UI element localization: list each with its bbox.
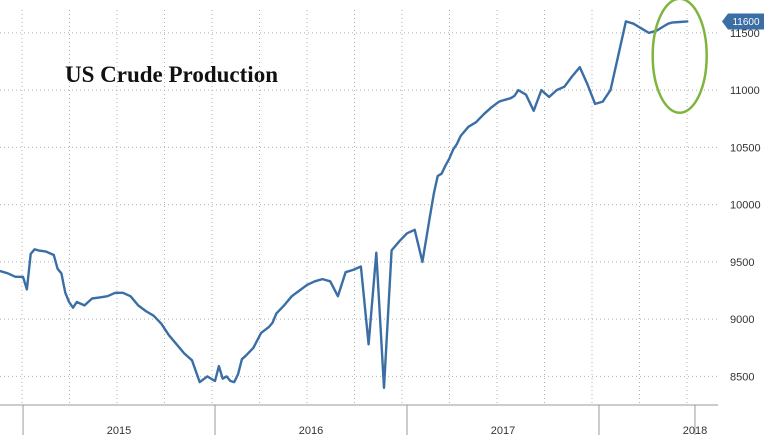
labels: 8500 9000 9500 10000 10500 11000 11500 2015 2016…: [107, 13, 764, 437]
y-tick-label: 10000: [730, 200, 761, 212]
x-tick-label: 2018: [683, 425, 707, 437]
y-tick-label: 9000: [730, 314, 754, 326]
last-value-badge: 11600: [722, 13, 764, 30]
y-tick-label: 10500: [730, 142, 761, 154]
y-tick-label: 8500: [730, 371, 754, 383]
chart-title: US Crude Production: [65, 62, 278, 87]
highlight-ellipse: [651, 0, 708, 115]
last-value-badge-shape: [722, 13, 764, 30]
series-line: [0, 20, 689, 389]
axes: [0, 404, 718, 435]
x-tick-label: 2015: [107, 425, 131, 437]
y-tick-label: 11000: [730, 85, 760, 97]
y-tick-label: 11500: [730, 28, 760, 40]
last-value-label: 11600: [732, 17, 760, 28]
highlight-layer: [651, 0, 708, 115]
x-tick-label: 2016: [299, 425, 323, 437]
line-layer: [0, 20, 689, 389]
y-tick-label: 9500: [730, 257, 754, 269]
x-tick-label: 2017: [491, 425, 515, 437]
